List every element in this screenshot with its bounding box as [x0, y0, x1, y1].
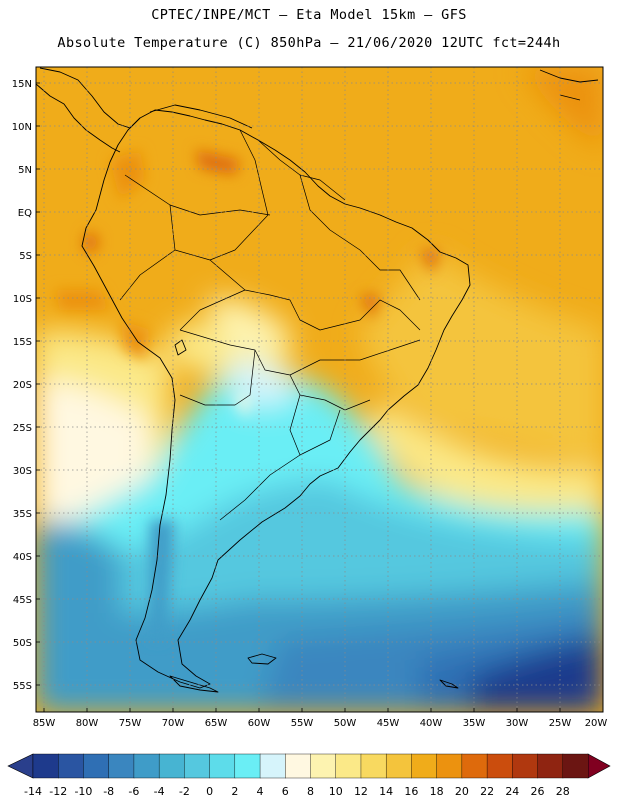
longitude-labels: 85W 80W 75W 70W 65W 60W 55W 50W 45W 40W …	[33, 718, 608, 729]
colorbar-cell	[83, 753, 110, 779]
colorbar-cell	[436, 753, 463, 779]
colorbar-cell	[562, 753, 589, 779]
colorbar-label: 24	[505, 785, 519, 798]
lon-label: 70W	[162, 718, 185, 729]
tierra-del-fuego	[169, 675, 219, 693]
lat-label: 5N	[18, 165, 32, 176]
lon-label: 20W	[585, 718, 608, 729]
colorbar-label: -4	[154, 785, 165, 798]
lat-label: 50S	[13, 638, 32, 649]
lon-label: 85W	[33, 718, 56, 729]
lat-label: 15S	[13, 337, 32, 348]
coastlines	[36, 67, 599, 693]
lon-label: 25W	[549, 718, 572, 729]
colorbar-cell	[360, 753, 387, 779]
colorbar-cell	[32, 753, 59, 779]
chart-title-line1: CPTEC/INPE/MCT – Eta Model 15km – GFS	[151, 7, 467, 23]
central-america-coastline	[36, 67, 141, 153]
temperature-field	[36, 67, 603, 712]
colorbar-cell	[108, 753, 135, 779]
latitude-labels: 15N 10N 5N EQ 5S 10S 15S 20S 25S 30S 35S…	[12, 79, 32, 692]
colorbar: -14 -12 -10 -8 -6 -4 -2 0 2 4 6 8 10 12 14 16 18 20 22 24 26…	[7, 753, 611, 798]
lat-label: 25S	[13, 423, 32, 434]
colorbar-cell	[385, 753, 412, 779]
colorbar-cell	[512, 753, 539, 779]
colorbar-label: 22	[480, 785, 494, 798]
lon-label: 50W	[334, 718, 357, 729]
lat-label: 20S	[13, 380, 32, 391]
colorbar-label: 6	[282, 785, 289, 798]
colorbar-label: 10	[329, 785, 343, 798]
colorbar-cell	[310, 753, 337, 779]
caribbean-coast	[149, 104, 253, 129]
colorbar-label: 20	[455, 785, 469, 798]
colorbar-min-arrow	[7, 753, 34, 779]
graticule	[36, 67, 604, 712]
lat-label: 15N	[12, 79, 32, 90]
colorbar-cell	[335, 753, 362, 779]
colorbar-cell	[411, 753, 438, 779]
greater-antilles	[539, 69, 599, 101]
south-georgia	[439, 679, 459, 689]
colorbar-label: 14	[379, 785, 393, 798]
colorbar-cell	[461, 753, 488, 779]
colorbar-cell	[234, 753, 261, 779]
colorbar-label: -2	[179, 785, 190, 798]
map-frame	[35, 66, 604, 713]
colorbar-cell	[486, 753, 513, 779]
chart-title-line2: Absolute Temperature (C) 850hPa – 21/06/…	[57, 35, 561, 51]
falklands	[247, 653, 277, 665]
colorbar-label: -10	[74, 785, 92, 798]
colorbar-label: 8	[307, 785, 314, 798]
colorbar-max-arrow	[587, 753, 611, 779]
colorbar-label: 28	[556, 785, 570, 798]
lat-label: 40S	[13, 552, 32, 563]
colorbar-label: -14	[24, 785, 42, 798]
colorbar-cell	[58, 753, 84, 779]
lon-label: 65W	[205, 718, 228, 729]
lon-label: 35W	[463, 718, 486, 729]
colorbar-cell	[259, 753, 286, 779]
lon-label: 45W	[377, 718, 400, 729]
colorbar-cell	[209, 753, 236, 779]
colorbar-label: -6	[128, 785, 139, 798]
lon-label: 80W	[76, 718, 99, 729]
lon-label: 60W	[248, 718, 271, 729]
colorbar-label: 4	[257, 785, 264, 798]
colorbar-cell	[285, 753, 311, 779]
colorbar-label: 16	[404, 785, 418, 798]
axis-ticks	[36, 82, 604, 712]
colorbar-cell	[158, 753, 185, 779]
country-borders	[119, 129, 421, 521]
lat-label: 45S	[13, 595, 32, 606]
colorbar-label: 2	[231, 785, 238, 798]
colorbar-label: 26	[531, 785, 545, 798]
colorbar-cell	[184, 753, 211, 779]
colorbar-cell	[133, 753, 160, 779]
lon-label: 55W	[291, 718, 314, 729]
lat-label: 30S	[13, 466, 32, 477]
colorbar-label: 12	[354, 785, 368, 798]
colorbar-label: 18	[430, 785, 444, 798]
lat-label: 10S	[13, 294, 32, 305]
lon-label: 30W	[506, 718, 529, 729]
lat-label: EQ	[18, 208, 32, 219]
lat-label: 5S	[19, 251, 32, 262]
colorbar-cell	[537, 753, 564, 779]
lat-label: 35S	[13, 509, 32, 520]
lon-label: 75W	[119, 718, 142, 729]
lake-titicaca	[174, 339, 187, 356]
colorbar-label: -8	[103, 785, 114, 798]
lat-label: 55S	[13, 681, 32, 692]
lon-label: 40W	[420, 718, 443, 729]
colorbar-label: 0	[206, 785, 213, 798]
south-america-coastline	[81, 109, 471, 689]
colorbar-label: -12	[49, 785, 67, 798]
lat-label: 10N	[12, 122, 32, 133]
